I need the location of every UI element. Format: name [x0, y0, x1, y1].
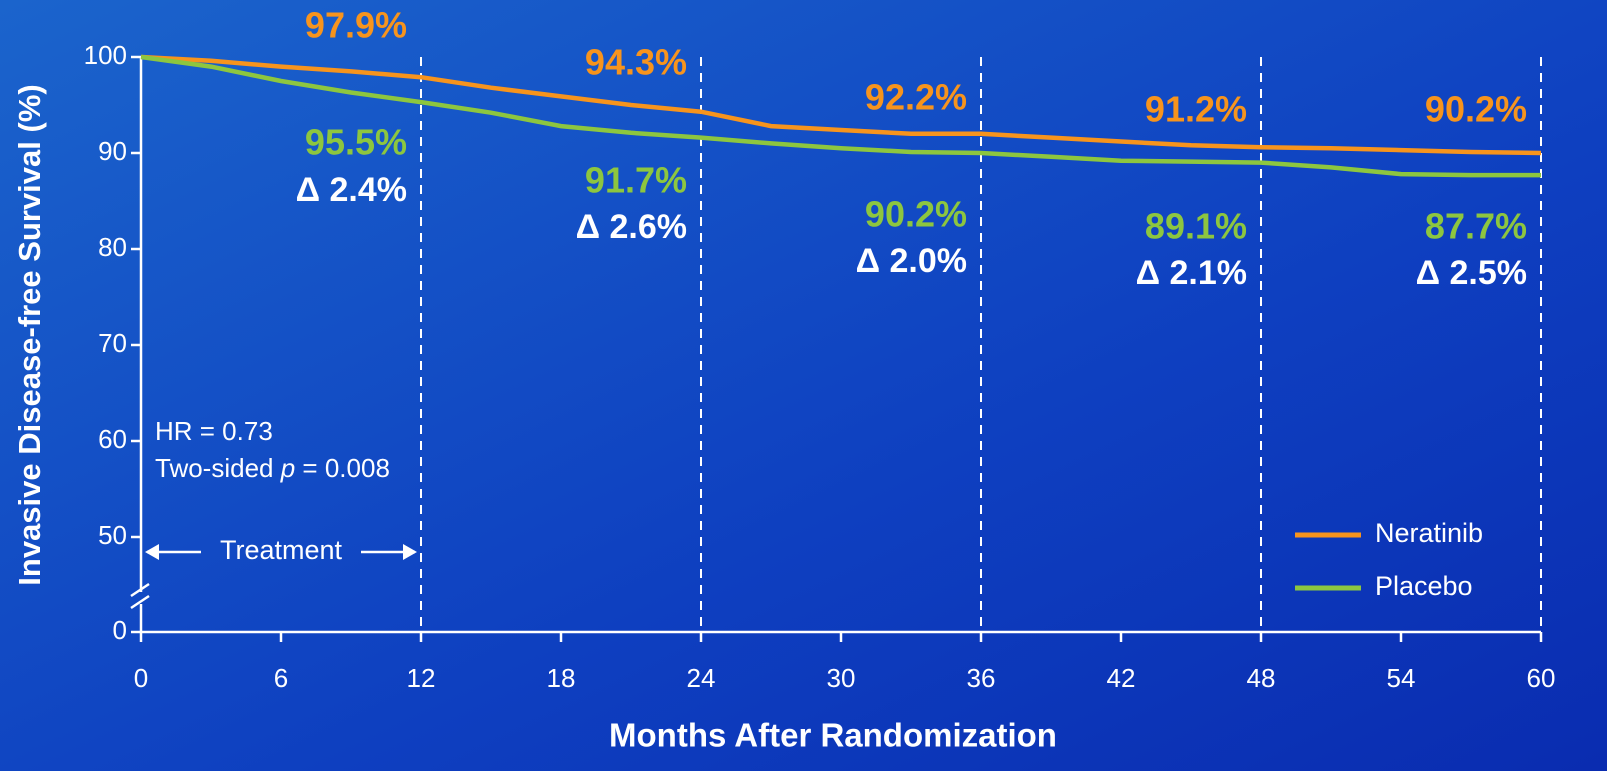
- x-tick-label: 0: [134, 663, 148, 693]
- legend-label: Neratinib: [1375, 518, 1483, 548]
- y-axis-title: Invasive Disease-free Survival (%): [12, 84, 47, 585]
- y-tick-label: 80: [98, 232, 127, 262]
- x-tick-label: 12: [407, 663, 436, 693]
- treatment-label: Treatment: [220, 535, 343, 565]
- x-tick-label: 30: [827, 663, 856, 693]
- neratinib-rate: 92.2%: [865, 77, 967, 118]
- p-text-part: p: [280, 453, 295, 483]
- axis-break: [130, 594, 150, 610]
- survival-curve: [140, 54, 1541, 178]
- placebo-rate: 90.2%: [865, 194, 967, 235]
- y-tick-label: 70: [98, 328, 127, 358]
- y-tick-label: 50: [98, 520, 127, 550]
- delta-label: Δ 2.4%: [296, 171, 407, 209]
- axis-break: [130, 582, 150, 598]
- hr-text: HR = 0.73: [155, 416, 273, 446]
- neratinib-rate: 94.3%: [585, 42, 687, 83]
- p-text-part: Two-sided: [155, 453, 281, 483]
- p-text-part: = 0.008: [295, 453, 390, 483]
- neratinib-rate: 91.2%: [1145, 89, 1247, 130]
- placebo-rate: 89.1%: [1145, 206, 1247, 247]
- treatment-arrow-head: [403, 544, 417, 560]
- x-tick-label: 36: [967, 663, 996, 693]
- treatment-arrow-head: [145, 544, 159, 560]
- y-tick-label: 100: [84, 40, 127, 70]
- delta-label: Δ 2.0%: [856, 242, 967, 280]
- x-tick-label: 18: [547, 663, 576, 693]
- x-tick-label: 54: [1387, 663, 1416, 693]
- placebo-rate: 95.5%: [305, 122, 407, 163]
- x-tick-label: 42: [1107, 663, 1136, 693]
- p-text: Two-sided p = 0.008: [155, 453, 390, 483]
- neratinib-rate: 90.2%: [1425, 89, 1527, 130]
- x-axis-title: Months After Randomization: [609, 717, 1057, 754]
- neratinib-rate: 97.9%: [305, 5, 407, 46]
- y-tick-label: 0: [113, 615, 127, 645]
- survival-curve: [140, 54, 1542, 156]
- placebo-rate: 91.7%: [585, 160, 687, 201]
- y-tick-label: 90: [98, 136, 127, 166]
- delta-label: Δ 2.5%: [1416, 254, 1527, 292]
- x-tick-label: 6: [274, 663, 288, 693]
- delta-label: Δ 2.1%: [1136, 254, 1247, 292]
- x-tick-label: 60: [1527, 663, 1556, 693]
- placebo-rate: 87.7%: [1425, 206, 1527, 247]
- x-tick-label: 48: [1247, 663, 1276, 693]
- legend-label: Placebo: [1375, 571, 1473, 601]
- delta-label: Δ 2.6%: [576, 208, 687, 246]
- y-tick-label: 60: [98, 424, 127, 454]
- x-tick-label: 24: [687, 663, 716, 693]
